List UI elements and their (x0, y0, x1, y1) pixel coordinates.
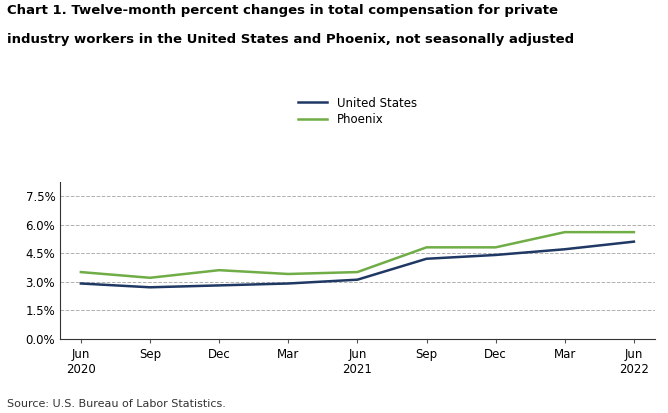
Phoenix (285, 271, 293, 276)
United States (422, 256, 430, 261)
Text: industry workers in the United States and Phoenix, not seasonally adjusted: industry workers in the United States an… (7, 33, 574, 46)
Phoenix (77, 270, 85, 275)
Legend: United States, Phoenix: United States, Phoenix (298, 97, 417, 126)
United States (353, 277, 361, 282)
United States (77, 281, 85, 286)
United States (146, 285, 154, 290)
Text: Chart 1. Twelve-month percent changes in total compensation for private: Chart 1. Twelve-month percent changes in… (7, 4, 558, 17)
Phoenix (560, 230, 568, 235)
Line: United States: United States (81, 242, 634, 287)
Phoenix (146, 275, 154, 280)
United States (215, 283, 223, 288)
United States (285, 281, 293, 286)
United States (560, 247, 568, 252)
Phoenix (492, 245, 500, 250)
United States (630, 239, 638, 244)
Phoenix (353, 270, 361, 275)
Text: Source: U.S. Bureau of Labor Statistics.: Source: U.S. Bureau of Labor Statistics. (7, 399, 226, 409)
Phoenix (630, 230, 638, 235)
Line: Phoenix: Phoenix (81, 232, 634, 278)
United States (492, 252, 500, 257)
Phoenix (422, 245, 430, 250)
Phoenix (215, 268, 223, 273)
